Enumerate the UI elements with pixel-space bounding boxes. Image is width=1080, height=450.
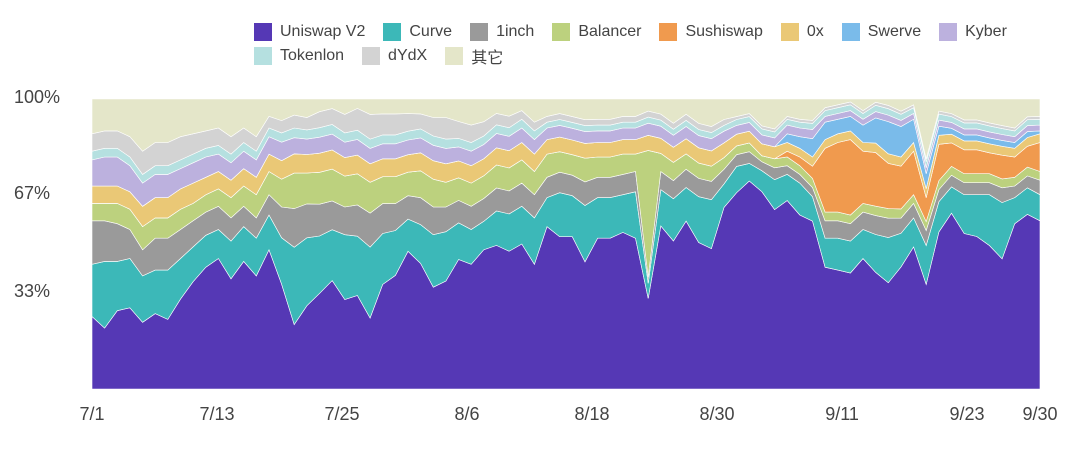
area-series-10	[91, 98, 1041, 159]
legend-label: 0x	[806, 23, 824, 40]
legend-swatch	[659, 23, 678, 41]
legend-swatch	[362, 47, 381, 65]
x-tick-label: 9/30	[1022, 404, 1058, 424]
legend-swatch	[780, 23, 799, 41]
x-tick-label: 9/23	[949, 404, 985, 424]
legend-item: Curve	[383, 23, 452, 41]
legend-item: 1inch	[470, 23, 534, 41]
legend-label: 1inch	[496, 23, 535, 40]
legend-item: Kyber	[939, 23, 1007, 41]
legend-item: 其它	[445, 44, 503, 68]
x-tick-label: 8/30	[699, 404, 735, 424]
legend-swatch	[254, 23, 272, 41]
legend-row: Tokenlon dYdX 其它	[254, 44, 1054, 68]
legend-label: 其它	[471, 50, 504, 67]
y-tick-label: 67%	[14, 182, 51, 203]
legend-swatch	[552, 23, 571, 41]
legend-item: Tokenlon	[254, 47, 344, 65]
legend-row: Uniswap V2 Curve 1inch Balancer Sushiswap 0x S…	[254, 20, 1054, 44]
legend-label: dYdX	[388, 47, 428, 64]
legend-item: Swerve	[841, 23, 922, 41]
legend-item: dYdX	[362, 47, 427, 65]
x-tick-label: 7/1	[79, 404, 105, 424]
legend-label: Tokenlon	[280, 47, 345, 64]
x-tick-label: 7/13	[199, 404, 235, 424]
x-tick-label: 9/11	[825, 404, 859, 424]
legend-label: Swerve	[867, 23, 922, 40]
legend-item: Uniswap V2	[254, 23, 365, 41]
x-tick-label: 8/18	[574, 404, 610, 424]
legend-label: Kyber	[965, 23, 1007, 40]
legend-label: Sushiswap	[685, 23, 763, 40]
legend-swatch	[939, 23, 958, 41]
legend-item: Balancer	[552, 23, 641, 41]
legend-swatch	[841, 23, 860, 41]
legend-item: Sushiswap	[659, 23, 763, 41]
legend: Uniswap V2 Curve 1inch Balancer Sushiswap 0x S…	[254, 20, 1054, 68]
x-tick-label: 8/6	[454, 404, 480, 424]
legend-swatch	[383, 23, 402, 41]
legend-label: Balancer	[578, 23, 642, 40]
y-tick-label: 100%	[14, 87, 61, 107]
legend-item: 0x	[780, 23, 824, 41]
legend-swatch	[445, 47, 464, 65]
y-tick-label: 33%	[14, 281, 51, 302]
legend-swatch	[254, 47, 272, 65]
legend-label: Curve	[409, 23, 453, 40]
legend-label: Uniswap V2	[280, 23, 366, 40]
x-tick-label: 7/25	[324, 404, 360, 424]
legend-swatch	[470, 23, 489, 41]
